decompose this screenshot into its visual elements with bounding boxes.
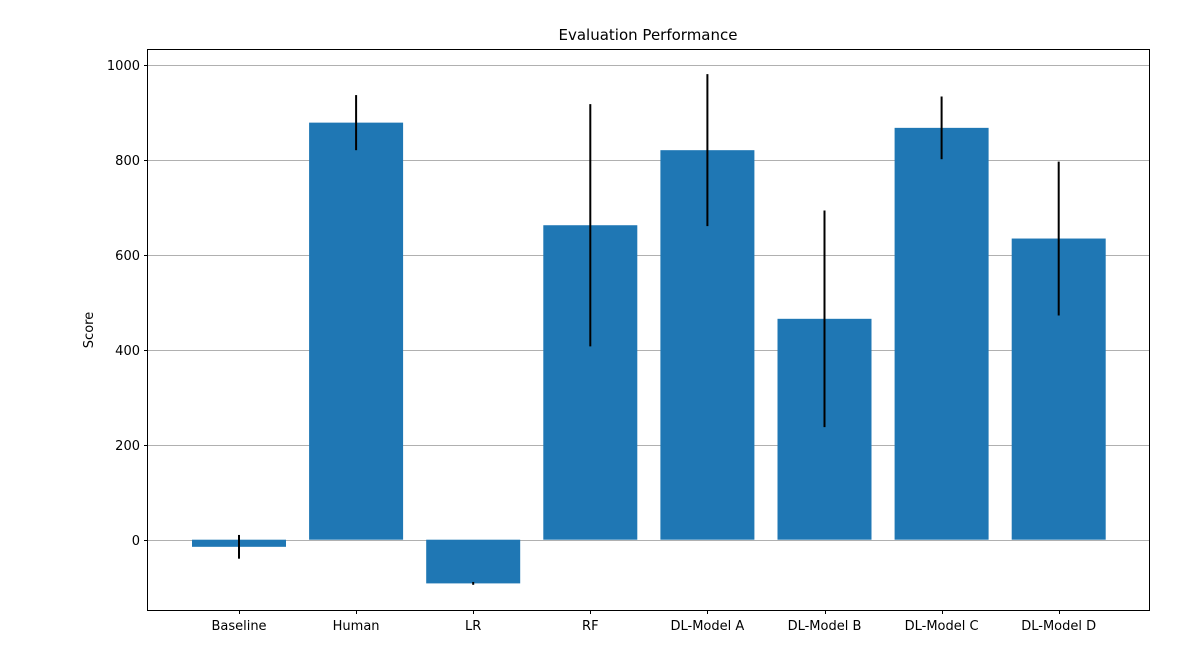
error-bars	[238, 74, 1060, 585]
bar	[309, 122, 404, 540]
axis-ticks: 0 200 400 600 800 1000 Baseline Human LR RF DL-Mod…	[107, 59, 1096, 634]
x-tick-label: Human	[333, 619, 380, 634]
y-tick-label: 800	[115, 154, 140, 169]
x-tick-label: RF	[582, 619, 599, 634]
x-tick-label: DL-Model A	[671, 619, 745, 634]
chart-title: Evaluation Performance	[559, 26, 738, 44]
y-tick-label: 0	[132, 534, 140, 549]
x-tick-label: Baseline	[211, 619, 266, 634]
gridlines	[148, 65, 1150, 541]
x-tick-label: DL-Model D	[1021, 619, 1096, 634]
bars	[192, 122, 1106, 584]
x-tick-label: LR	[465, 619, 481, 634]
bar	[894, 127, 989, 540]
axes-frame	[147, 49, 1150, 611]
bar	[426, 539, 521, 584]
y-tick-label: 200	[115, 439, 140, 454]
y-tick-label: 600	[115, 249, 140, 264]
y-tick-label: 400	[115, 344, 140, 359]
x-tick-label: DL-Model C	[905, 619, 979, 634]
y-tick-label: 1000	[107, 59, 140, 74]
x-tick-label: DL-Model B	[788, 619, 862, 634]
y-axis-label: Score	[82, 312, 97, 348]
